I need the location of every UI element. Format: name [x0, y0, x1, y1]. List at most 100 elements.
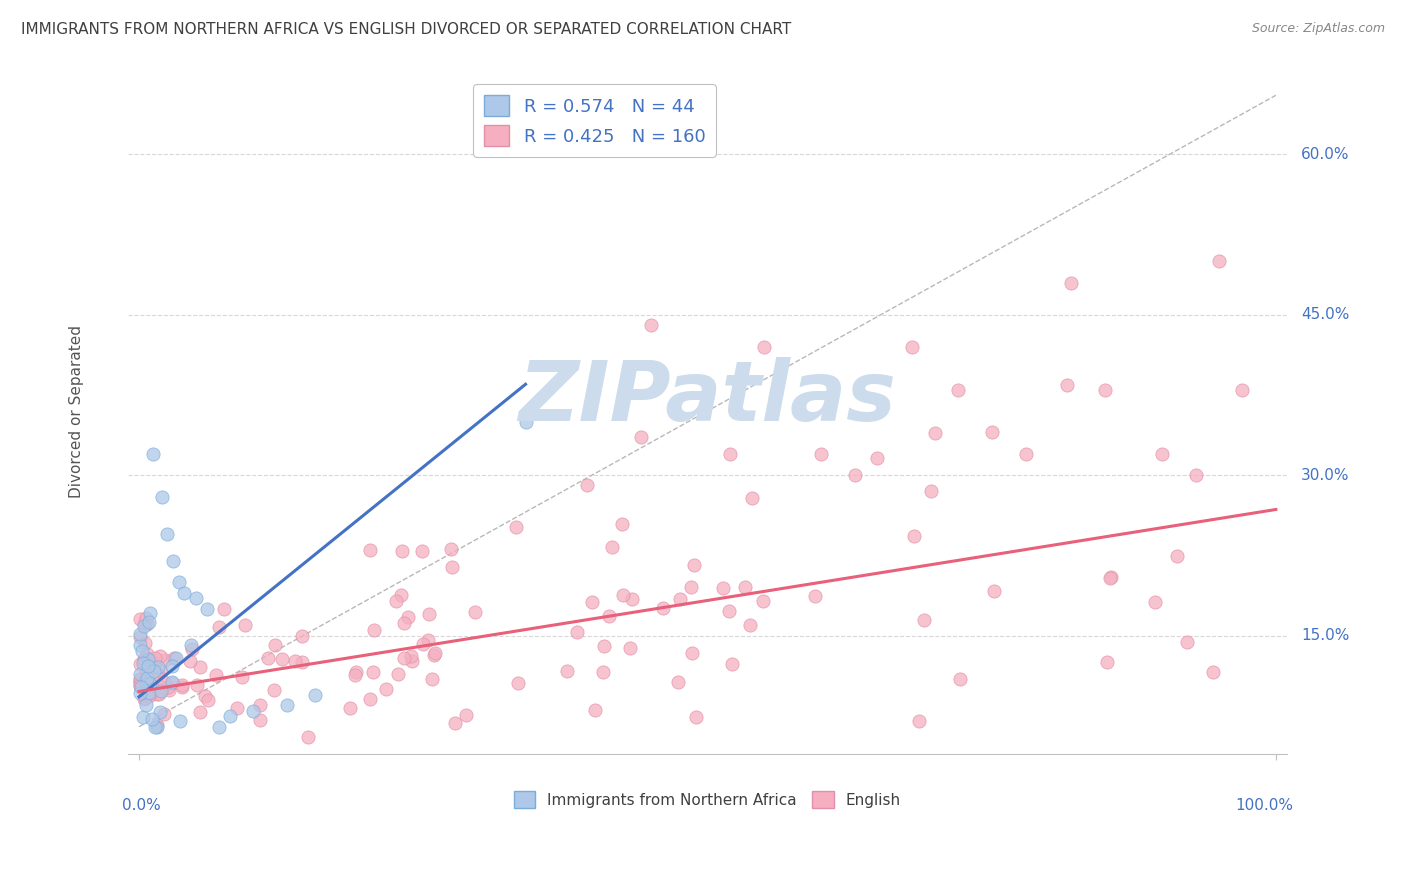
Point: [132, 619, 155, 633]
Point: [153, 674, 176, 689]
Point: [135, 666, 157, 681]
Point: [129, 612, 152, 626]
Point: [148, 668, 170, 682]
Point: [711, 582, 734, 596]
Point: [949, 672, 972, 686]
Point: [1056, 378, 1078, 392]
Point: [401, 648, 423, 663]
Point: [129, 678, 152, 692]
Point: [1185, 468, 1208, 483]
Text: 45.0%: 45.0%: [1301, 307, 1350, 322]
Point: [231, 670, 253, 684]
Point: [138, 689, 160, 703]
Point: [132, 676, 155, 690]
Point: [621, 592, 644, 607]
Point: [924, 425, 946, 440]
Point: [141, 686, 163, 700]
Point: [145, 687, 167, 701]
Point: [207, 720, 229, 734]
Point: [734, 580, 756, 594]
Point: [515, 415, 537, 429]
Point: [132, 654, 155, 668]
Point: [131, 644, 153, 658]
Point: [143, 664, 166, 678]
Point: [150, 490, 173, 504]
Point: [257, 650, 280, 665]
Point: [142, 447, 165, 461]
Point: [132, 692, 155, 706]
Point: [803, 590, 825, 604]
Point: [440, 560, 463, 574]
Point: [1099, 570, 1122, 584]
Point: [188, 705, 211, 719]
Point: [717, 604, 740, 618]
Point: [555, 664, 578, 678]
Text: 60.0%: 60.0%: [1301, 146, 1350, 161]
Point: [190, 660, 212, 674]
Point: [392, 651, 415, 665]
Text: 15.0%: 15.0%: [1301, 628, 1350, 643]
Point: [138, 686, 160, 700]
Point: [304, 688, 326, 702]
Point: [135, 698, 157, 713]
Point: [418, 607, 440, 621]
Point: [683, 558, 706, 573]
Point: [264, 638, 287, 652]
Point: [136, 685, 159, 699]
Point: [1143, 595, 1166, 609]
Text: 0.0%: 0.0%: [122, 798, 160, 813]
Point: [401, 654, 423, 668]
Point: [149, 649, 172, 664]
Point: [156, 527, 179, 541]
Point: [420, 672, 443, 686]
Point: [134, 636, 156, 650]
Point: [271, 651, 294, 665]
Point: [136, 659, 159, 673]
Point: [908, 714, 931, 729]
Point: [391, 543, 413, 558]
Point: [865, 451, 887, 466]
Point: [681, 580, 703, 594]
Point: [197, 693, 219, 707]
Point: [152, 680, 174, 694]
Point: [143, 656, 166, 670]
Point: [1202, 665, 1225, 679]
Point: [143, 651, 166, 665]
Point: [134, 691, 156, 706]
Point: [284, 654, 307, 668]
Point: [129, 673, 152, 687]
Text: ZIPatlas: ZIPatlas: [519, 357, 897, 438]
Point: [263, 683, 285, 698]
Point: [575, 477, 598, 491]
Point: [136, 671, 159, 685]
Point: [153, 653, 176, 667]
Point: [165, 651, 187, 665]
Point: [339, 701, 361, 715]
Point: [249, 698, 271, 712]
Point: [129, 657, 152, 671]
Point: [129, 686, 152, 700]
Point: [464, 605, 486, 619]
Point: [138, 652, 160, 666]
Point: [129, 627, 152, 641]
Point: [167, 575, 190, 590]
Point: [1099, 571, 1122, 585]
Point: [1095, 656, 1118, 670]
Point: [738, 617, 761, 632]
Point: [681, 646, 703, 660]
Point: [153, 706, 176, 721]
Point: [1152, 447, 1174, 461]
Point: [392, 616, 415, 631]
Point: [983, 584, 1005, 599]
Point: [141, 712, 163, 726]
Point: [170, 678, 193, 692]
Point: [146, 660, 169, 674]
Point: [720, 657, 742, 672]
Point: [195, 602, 218, 616]
Point: [160, 676, 183, 690]
Point: [129, 667, 152, 681]
Point: [344, 668, 367, 682]
Point: [219, 709, 242, 723]
Point: [184, 591, 207, 606]
Point: [980, 425, 1002, 440]
